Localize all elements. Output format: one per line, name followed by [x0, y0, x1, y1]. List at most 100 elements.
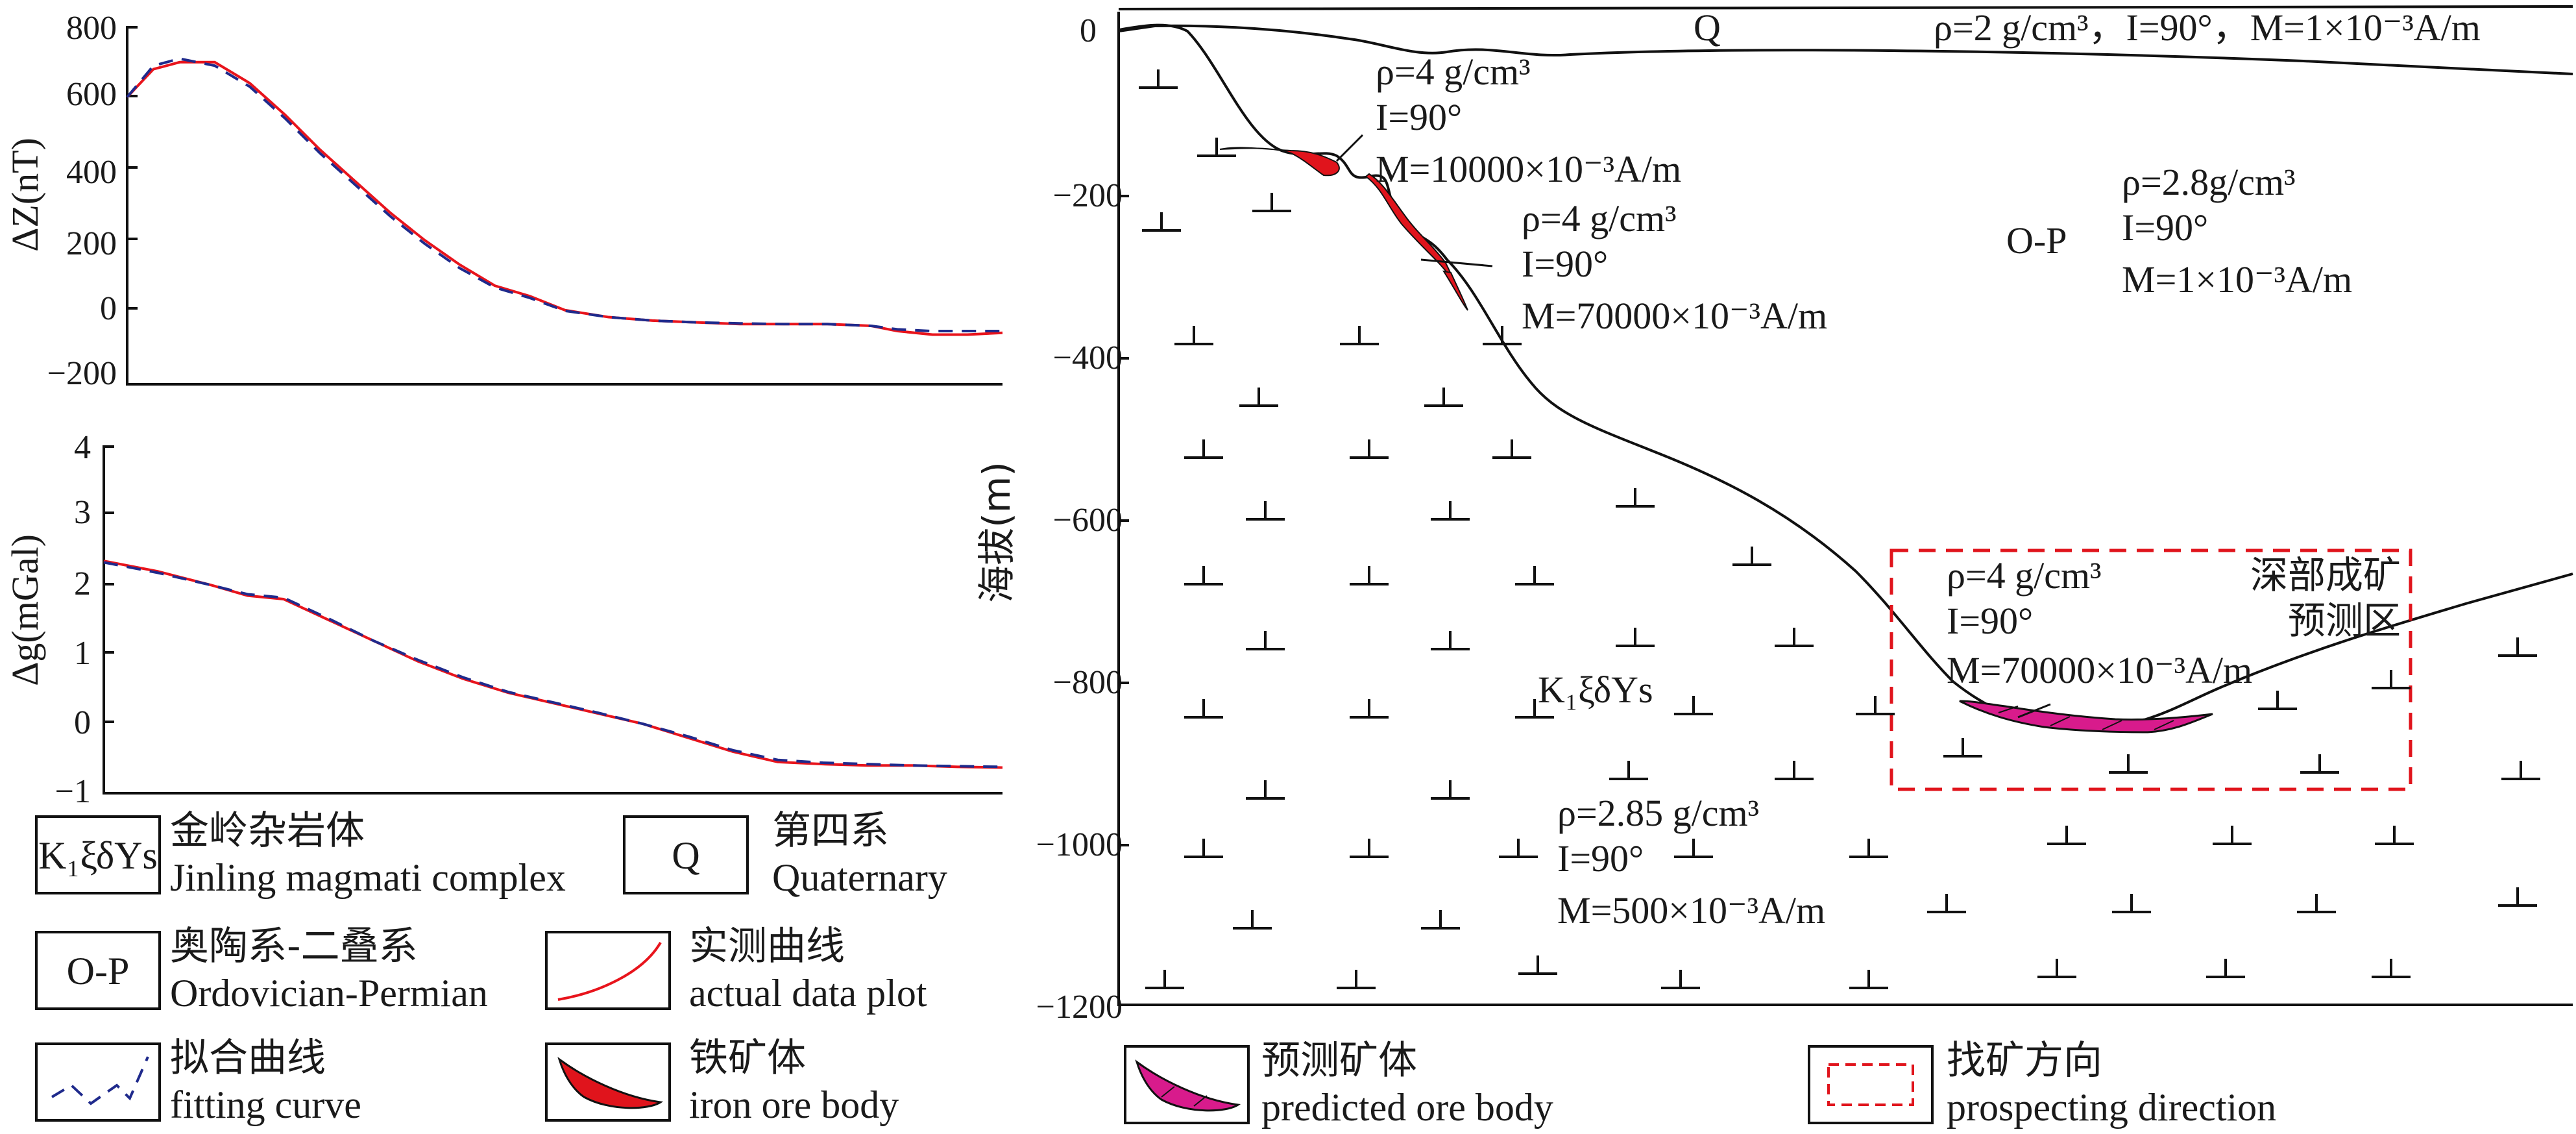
section-ytick-neg600: −600 [1053, 502, 1123, 539]
rock-symbol [1515, 699, 1554, 719]
grav-series-group [103, 560, 1003, 769]
rock-symbol [1616, 488, 1655, 508]
ore3-param-magnetization: M=70000×10⁻³A/m [1947, 649, 2252, 691]
q-base-line [1118, 24, 2573, 75]
rock-symbol [1927, 894, 1966, 913]
geological-section: 0 −200 −400 −600 −800 −1000 −1200 海拔(m) [975, 5, 2573, 1026]
rock-symbol [1421, 910, 1460, 930]
rock-symbol [2375, 826, 2414, 845]
rock-symbol [2372, 670, 2411, 689]
grav-ytick-3: 3 [74, 494, 91, 531]
rock-symbol [1350, 839, 1389, 858]
rock-symbol [2213, 826, 2252, 845]
legend-k-symbol: K₁ξδYs [38, 834, 158, 877]
rock-symbol [1518, 955, 1557, 975]
target-zone-label-1: 深部成矿 [2250, 553, 2401, 597]
legend-k-swatch [35, 815, 161, 894]
legend-measured-en: actual data plot [689, 972, 927, 1015]
rock-symbol [1174, 326, 1213, 345]
legend-predicted-swatch [1124, 1045, 1250, 1124]
rock-symbol [1431, 631, 1470, 650]
rock-symbol [1246, 780, 1285, 800]
q-top-line [1118, 5, 2573, 10]
mag-ytick-400: 400 [66, 154, 117, 191]
rock-symbol [1849, 839, 1888, 858]
rock-symbol [1775, 628, 1814, 647]
legend-q-cn: 第四系 [772, 808, 889, 854]
rock-symbol [1856, 696, 1895, 715]
grav-ylabel: Δg(mGal) [4, 534, 46, 686]
rock-symbol [1233, 910, 1272, 930]
magnetic-fitting-line [126, 57, 1002, 333]
rock-symbol [1337, 970, 1376, 989]
mag-ylabel: ΔZ(nT) [4, 138, 46, 252]
gravity-fitting-line [103, 561, 1003, 769]
section-ytick-neg400: −400 [1053, 339, 1123, 376]
section-ytick-neg1200: −1200 [1036, 989, 1123, 1026]
predicted-ore-hatch [1998, 706, 2174, 730]
rock-symbol [1139, 69, 1178, 89]
legend-q-en: Quaternary [772, 856, 947, 899]
q-label: Q [1694, 6, 1721, 49]
legend-prospecting-swatch [1808, 1045, 1934, 1124]
q-params: ρ=2 g/cm³，I=90°，M=1×10⁻³A/m [1934, 6, 2481, 49]
section-ylabel: 海拔(m) [975, 462, 1019, 603]
legend-q-symbol: Q [672, 834, 699, 877]
ore3-param-inclination: I=90° [1947, 600, 2033, 642]
ore1-param-magnetization: M=10000×10⁻³A/m [1376, 148, 1681, 190]
op-label: O-P [2006, 219, 2067, 262]
mag-ytick-neg200: −200 [47, 355, 117, 392]
gravity-panel: 4 3 2 1 0 −1 Δg(mGal) [4, 429, 1003, 810]
mag-ytick-200: 200 [66, 225, 117, 262]
legend-k-en: Jinling magmati complex [170, 856, 566, 899]
legend-q-swatch [623, 815, 749, 894]
grav-ticks [104, 445, 114, 723]
rock-symbol [1616, 628, 1655, 647]
rock-symbol [1252, 193, 1291, 212]
rock-symbol [1246, 631, 1285, 650]
rock-symbol [1145, 970, 1184, 989]
rock-symbol [1492, 439, 1531, 459]
ore1-param-inclination: I=90° [1376, 96, 1462, 138]
rock-symbol [2047, 826, 2086, 845]
legend-iron-en: iron ore body [689, 1083, 899, 1126]
mag-ytick-600: 600 [66, 76, 117, 113]
legend-k-cn: 金岭杂岩体 [170, 808, 365, 854]
legend-predicted-en: predicted ore body [1261, 1086, 1553, 1129]
rock-symbol [2258, 691, 2297, 710]
rock-symbol [1184, 839, 1223, 858]
rock-symbol [2372, 959, 2411, 978]
k-param-inclination: I=90° [1557, 837, 1644, 880]
fitting-curve-icon [51, 1056, 149, 1105]
measured-curve-icon [557, 941, 662, 1001]
legend-fitting-cn: 拟合曲线 [170, 1035, 326, 1081]
section-ytick-0: 0 [1080, 12, 1097, 49]
predicted-ore-icon-hatch [1161, 1086, 1208, 1107]
op-param-magnetization: M=1×10⁻³A/m [2122, 258, 2352, 301]
rock-symbol [1184, 439, 1223, 459]
rock-symbol [2498, 887, 2537, 907]
rock-symbol [1239, 388, 1278, 407]
section-ytick-neg1000: −1000 [1036, 826, 1123, 863]
grav-axes [103, 445, 1002, 795]
mag-axes [126, 26, 1002, 386]
mag-series-group [126, 57, 1003, 336]
rock-symbol [2297, 894, 2336, 913]
k-param-magnetization: M=500×10⁻³A/m [1557, 889, 1825, 931]
rock-symbol [2037, 959, 2076, 978]
rock-symbol [1661, 970, 1700, 989]
rock-symbol [2109, 754, 2148, 774]
predicted-ore-body [1959, 700, 2213, 733]
ore1-leader [1335, 134, 1364, 162]
prospecting-target-box [1889, 549, 2412, 791]
legend-fitting-swatch [35, 1042, 161, 1122]
intrusive-rock-symbols [1139, 69, 2540, 989]
rock-symbol [1483, 326, 1522, 345]
rock-symbol [1350, 699, 1389, 719]
legend-op-cn: 奥陶系-二叠系 [170, 924, 418, 969]
rock-symbol [1350, 439, 1389, 459]
ore2-param-magnetization: M=70000×10⁻³A/m [1522, 295, 1827, 337]
rock-symbol [1674, 696, 1713, 715]
rock-symbol [1197, 138, 1236, 157]
iron-ore-body-1 [1219, 147, 1340, 177]
